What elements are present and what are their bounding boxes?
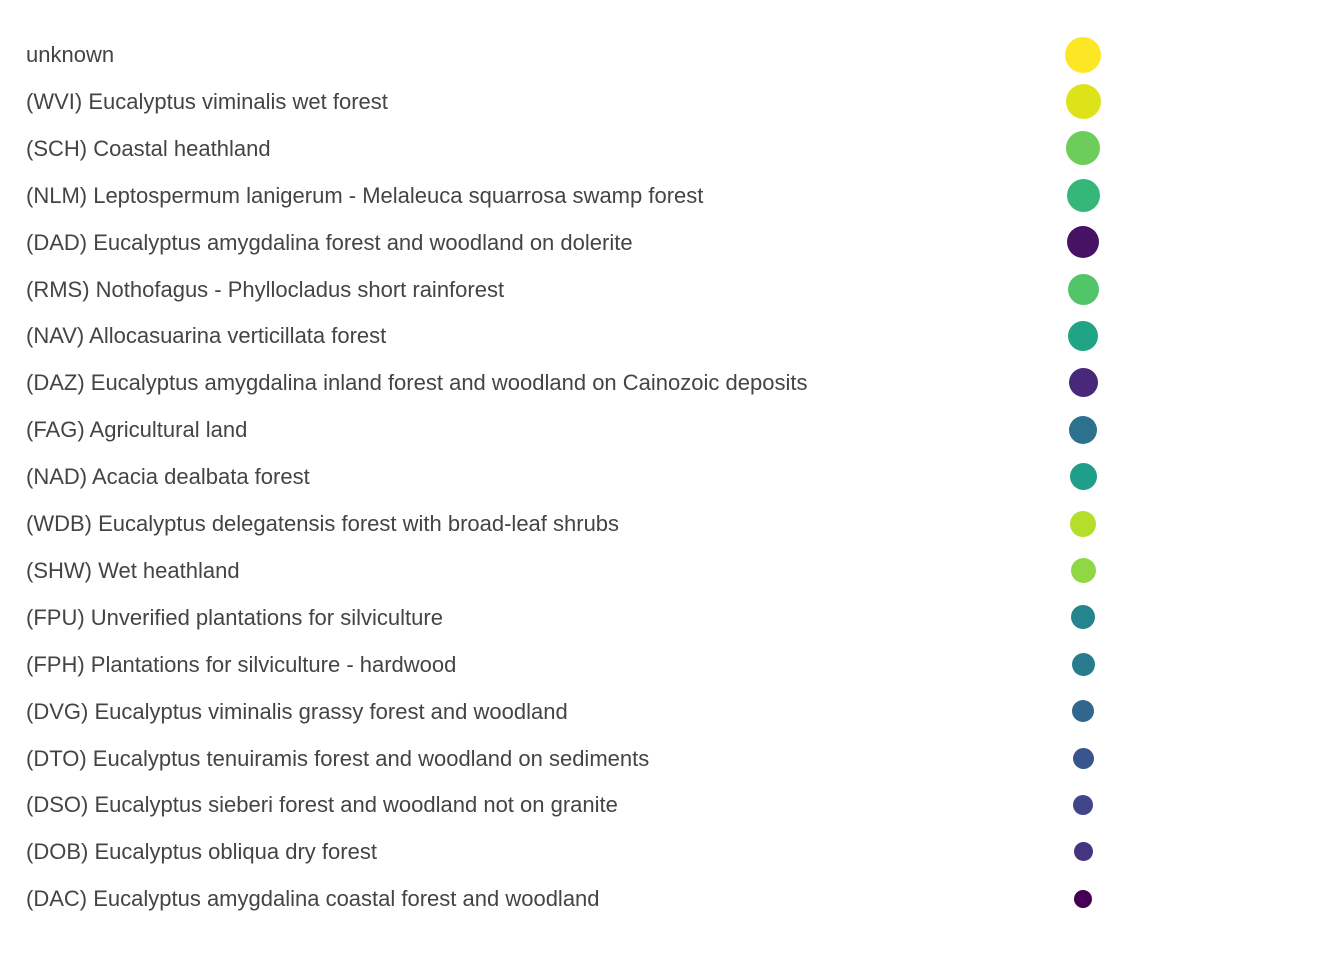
legend-marker — [1066, 178, 1100, 212]
legend-row: (NLM) Leptospermum lanigerum - Melaleuca… — [0, 172, 1344, 219]
legend-marker — [1073, 842, 1093, 862]
legend-label: (SHW) Wet heathland — [26, 557, 240, 583]
legend-marker — [1068, 368, 1098, 398]
legend-marker — [1072, 700, 1094, 723]
legend-marker — [1072, 747, 1094, 769]
legend-row: (DVG) Eucalyptus viminalis grassy forest… — [0, 688, 1344, 735]
legend-marker — [1070, 557, 1096, 583]
legend-marker — [1065, 83, 1101, 119]
legend-marker — [1067, 273, 1099, 305]
legend-label: (RMS) Nothofagus - Phyllocladus short ra… — [26, 276, 505, 302]
legend-label: (DOB) Eucalyptus obliqua dry forest — [26, 839, 377, 865]
legend-row: (NAD) Acacia dealbata forest — [0, 453, 1344, 500]
legend-label: (DAC) Eucalyptus amygdalina coastal fore… — [26, 886, 600, 912]
legend-row: (DOB) Eucalyptus obliqua dry forest — [0, 828, 1344, 875]
legend-row: (FPU) Unverified plantations for silvicu… — [0, 594, 1344, 641]
legend-label: (DAZ) Eucalyptus amygdalina inland fores… — [26, 370, 808, 396]
legend-label: (DSO) Eucalyptus sieberi forest and wood… — [26, 792, 618, 818]
legend-label: unknown — [26, 42, 115, 67]
legend-label: (NAD) Acacia dealbata forest — [26, 464, 310, 490]
legend-row: (DAD) Eucalyptus amygdalina forest and w… — [0, 219, 1344, 266]
legend-marker — [1069, 415, 1097, 444]
legend-marker — [1071, 605, 1095, 630]
legend-row: (DAC) Eucalyptus amygdalina coastal fore… — [0, 875, 1344, 922]
legend-row: (FPH) Plantations for silviculture - har… — [0, 641, 1344, 688]
legend-row: (WVI) Eucalyptus viminalis wet forest — [0, 78, 1344, 125]
legend-row: (DTO) Eucalyptus tenuiramis forest and w… — [0, 735, 1344, 782]
legend-row: (SCH) Coastal heathland — [0, 125, 1344, 172]
legend-marker — [1067, 226, 1099, 259]
legend-marker — [1069, 463, 1097, 491]
legend-row: (NAV) Allocasuarina verticillata forest — [0, 312, 1344, 359]
legend-label: (DAD) Eucalyptus amygdalina forest and w… — [26, 229, 633, 255]
legend-row: unknown — [0, 31, 1344, 78]
legend-label: (WDB) Eucalyptus delegatensis forest wit… — [26, 511, 620, 536]
legend-label: (FPU) Unverified plantations for silvicu… — [26, 604, 443, 630]
legend-marker — [1070, 510, 1096, 537]
legend-marker — [1066, 131, 1100, 166]
legend-marker — [1073, 794, 1093, 815]
legend-marker — [1071, 652, 1095, 676]
legend-label: (SCH) Coastal heathland — [26, 135, 271, 161]
legend-label: (WVI) Eucalyptus viminalis wet forest — [26, 88, 388, 114]
legend-label: (FPH) Plantations for silviculture - har… — [26, 651, 457, 677]
legend-row: (DAZ) Eucalyptus amygdalina inland fores… — [0, 359, 1344, 406]
legend-label: (NAV) Allocasuarina verticillata forest — [26, 323, 387, 349]
legend-marker — [1065, 36, 1101, 73]
legend-row: (DSO) Eucalyptus sieberi forest and wood… — [0, 781, 1344, 828]
legend-row: (FAG) Agricultural land — [0, 406, 1344, 453]
legend-row: (SHW) Wet heathland — [0, 547, 1344, 594]
legend-row: (RMS) Nothofagus - Phyllocladus short ra… — [0, 266, 1344, 313]
legend-row: (WDB) Eucalyptus delegatensis forest wit… — [0, 500, 1344, 547]
legend-label: (FAG) Agricultural land — [26, 417, 248, 443]
legend-marker — [1068, 320, 1098, 351]
legend-label: (DTO) Eucalyptus tenuiramis forest and w… — [26, 745, 650, 771]
legend-label: (NLM) Leptospermum lanigerum - Melaleuca… — [26, 182, 704, 208]
legend-label: (DVG) Eucalyptus viminalis grassy forest… — [26, 698, 568, 724]
legend-marker — [1074, 889, 1092, 908]
